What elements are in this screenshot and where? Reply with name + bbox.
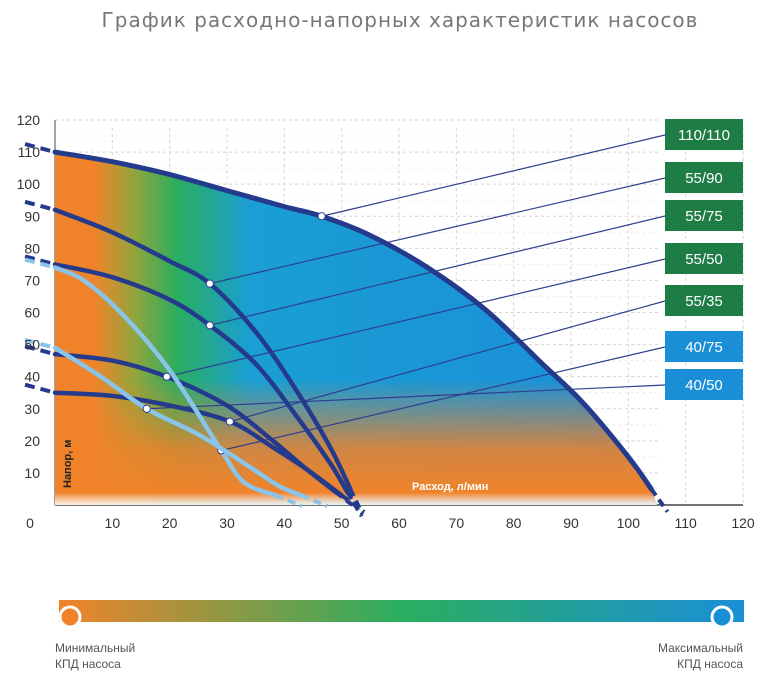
x-tick-label: 50	[334, 515, 350, 531]
model-badge-label: 110/110	[678, 127, 730, 144]
axis-ticks: 0 10 20 30 40 50 60 70 80 90 100 110 120 10 20 30 40 50 60…	[17, 112, 755, 531]
legend-min-caption: Минимальный КПД насоса	[55, 640, 135, 672]
model-badge-label: 55/50	[685, 251, 723, 268]
model-badge-label: 55/90	[685, 170, 723, 187]
y-tick-label: 20	[24, 433, 40, 449]
curve-40-50	[52, 345, 304, 498]
curve-extension-right	[300, 493, 329, 509]
model-badge-bg	[665, 369, 743, 400]
model-badge-bg	[665, 285, 743, 316]
legend-min-line2: КПД насоса	[55, 657, 121, 671]
model-badge-label: 40/75	[685, 339, 723, 356]
curve-extension-left	[24, 254, 56, 267]
x-tick-label: 60	[391, 515, 407, 531]
pump-curves	[24, 142, 670, 518]
curve-extension-left	[24, 142, 56, 155]
model-badge-bg	[665, 331, 743, 362]
curve-extension-left	[24, 257, 56, 270]
x-tick-label: 0	[26, 515, 34, 531]
model-badges: 110/110 55/90 55/75 55/50 55/35 40/75 40/50	[665, 119, 743, 400]
y-tick-label: 120	[17, 112, 41, 128]
curve-extension-left	[24, 337, 56, 350]
model-badge-bg	[665, 243, 743, 274]
model-badge-label: 55/35	[685, 293, 723, 310]
x-tick-label: 120	[731, 515, 755, 531]
x-tick-label: 80	[506, 515, 522, 531]
curve-extension-right	[340, 493, 366, 514]
leader-line	[146, 384, 666, 410]
curve-extension-left	[24, 344, 56, 357]
curve-extension-left	[24, 382, 56, 395]
x-axis-label: Расход, л/мин	[412, 481, 488, 493]
legend-max-caption: Максимальный КПД насоса	[658, 640, 743, 672]
y-tick-label: 100	[17, 176, 41, 192]
curve-extension-right	[274, 493, 303, 508]
curve-extension-left	[24, 199, 56, 212]
leader-line	[321, 134, 666, 217]
curve-110-110	[52, 149, 654, 492]
page-title: График расходно-напорных характеристик н…	[101, 8, 699, 32]
x-tick-label: 20	[162, 515, 178, 531]
model-badge-bg	[665, 200, 743, 231]
x-tick-label: 110	[675, 515, 698, 531]
efficiency-legend	[58, 600, 744, 629]
legend-max-marker	[710, 605, 734, 629]
x-tick-label: 70	[449, 515, 465, 531]
curve-40-75	[52, 265, 278, 498]
legend-max-line1: Максимальный	[657, 641, 743, 655]
model-badge-bg	[665, 162, 743, 193]
leader-line	[221, 346, 666, 452]
legend-max-line2: КПД насоса	[677, 657, 743, 671]
curve-55-90	[52, 207, 353, 492]
y-tick-label: 50	[24, 337, 40, 353]
leader-line	[209, 215, 666, 326]
x-tick-label: 100	[617, 515, 641, 531]
curve-marker	[142, 404, 151, 413]
curve-marker	[205, 321, 214, 330]
legend-min-marker	[58, 605, 82, 629]
legend-min-line1: Минимальный	[55, 641, 136, 655]
model-badge-bg	[665, 119, 743, 150]
x-tick-label: 30	[219, 515, 235, 531]
y-tick-label: 60	[24, 305, 40, 321]
x-tick-label: 90	[563, 515, 579, 531]
x-tick-label: 10	[105, 515, 121, 531]
y-tick-label: 80	[24, 240, 40, 256]
curve-extension-right	[649, 487, 670, 513]
curve-55-75	[52, 262, 350, 495]
y-tick-label: 30	[24, 401, 40, 417]
curve-marker	[162, 372, 171, 381]
y-tick-label: 90	[24, 208, 40, 224]
x-tick-label: 40	[277, 515, 293, 531]
y-tick-label: 110	[18, 144, 41, 160]
curve-extension-right	[348, 488, 365, 516]
y-tick-label: 10	[24, 465, 40, 481]
leader-line	[209, 177, 666, 285]
y-tick-label: 70	[24, 272, 40, 288]
legend-gradient-bar	[59, 600, 744, 622]
model-badge-label: 55/75	[685, 208, 723, 225]
model-badge-label: 40/50	[685, 377, 723, 394]
y-tick-label: 40	[24, 369, 40, 385]
curve-marker	[205, 279, 214, 288]
curve-marker	[225, 417, 234, 426]
y-axis-label: Напор, м	[62, 440, 74, 488]
curve-marker	[317, 212, 326, 221]
